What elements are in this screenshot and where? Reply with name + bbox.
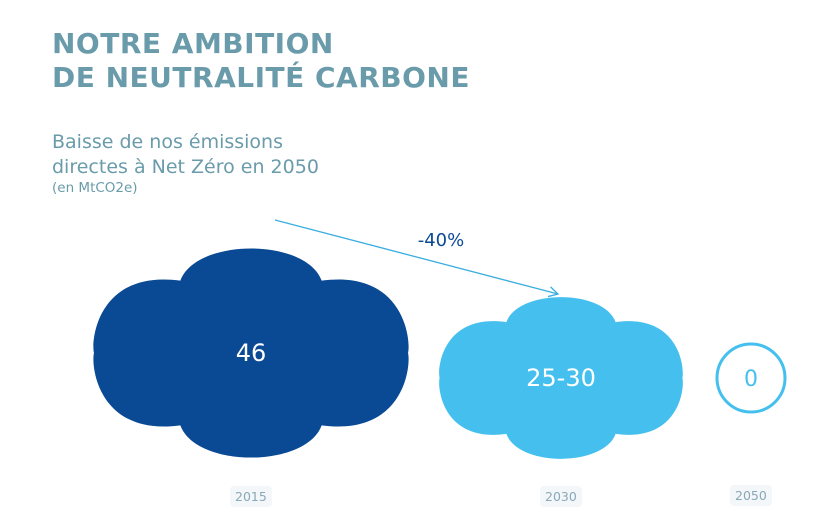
- reduction-label: -40%: [418, 230, 465, 251]
- title-line-2: DE NEUTRALITÉ CARBONE: [52, 61, 470, 94]
- subtitle-line-1: Baisse de nos émissions: [52, 131, 283, 153]
- page-title: NOTRE AMBITION DE NEUTRALITÉ CARBONE: [52, 27, 470, 95]
- year-label-2030: 2030: [540, 486, 582, 507]
- value-label-2050: 0: [744, 367, 758, 392]
- subtitle-line-2: directes à Net Zéro en 2050: [52, 156, 319, 178]
- value-label-2030: 25-30: [526, 364, 596, 392]
- year-label-2050: 2050: [730, 485, 772, 506]
- bubble-2050: [715, 342, 787, 414]
- reduction-arrow: [274, 219, 560, 298]
- chart-subtitle: Baisse de nos émissions directes à Net Z…: [52, 130, 319, 180]
- value-label-2015: 46: [236, 339, 267, 367]
- title-line-1: NOTRE AMBITION: [52, 27, 334, 60]
- cloud-bubble-2015: [93, 248, 409, 458]
- unit-label: (en MtCO2e): [52, 180, 138, 196]
- cloud-bubble-2030: [439, 297, 683, 459]
- year-label-2015: 2015: [230, 486, 272, 507]
